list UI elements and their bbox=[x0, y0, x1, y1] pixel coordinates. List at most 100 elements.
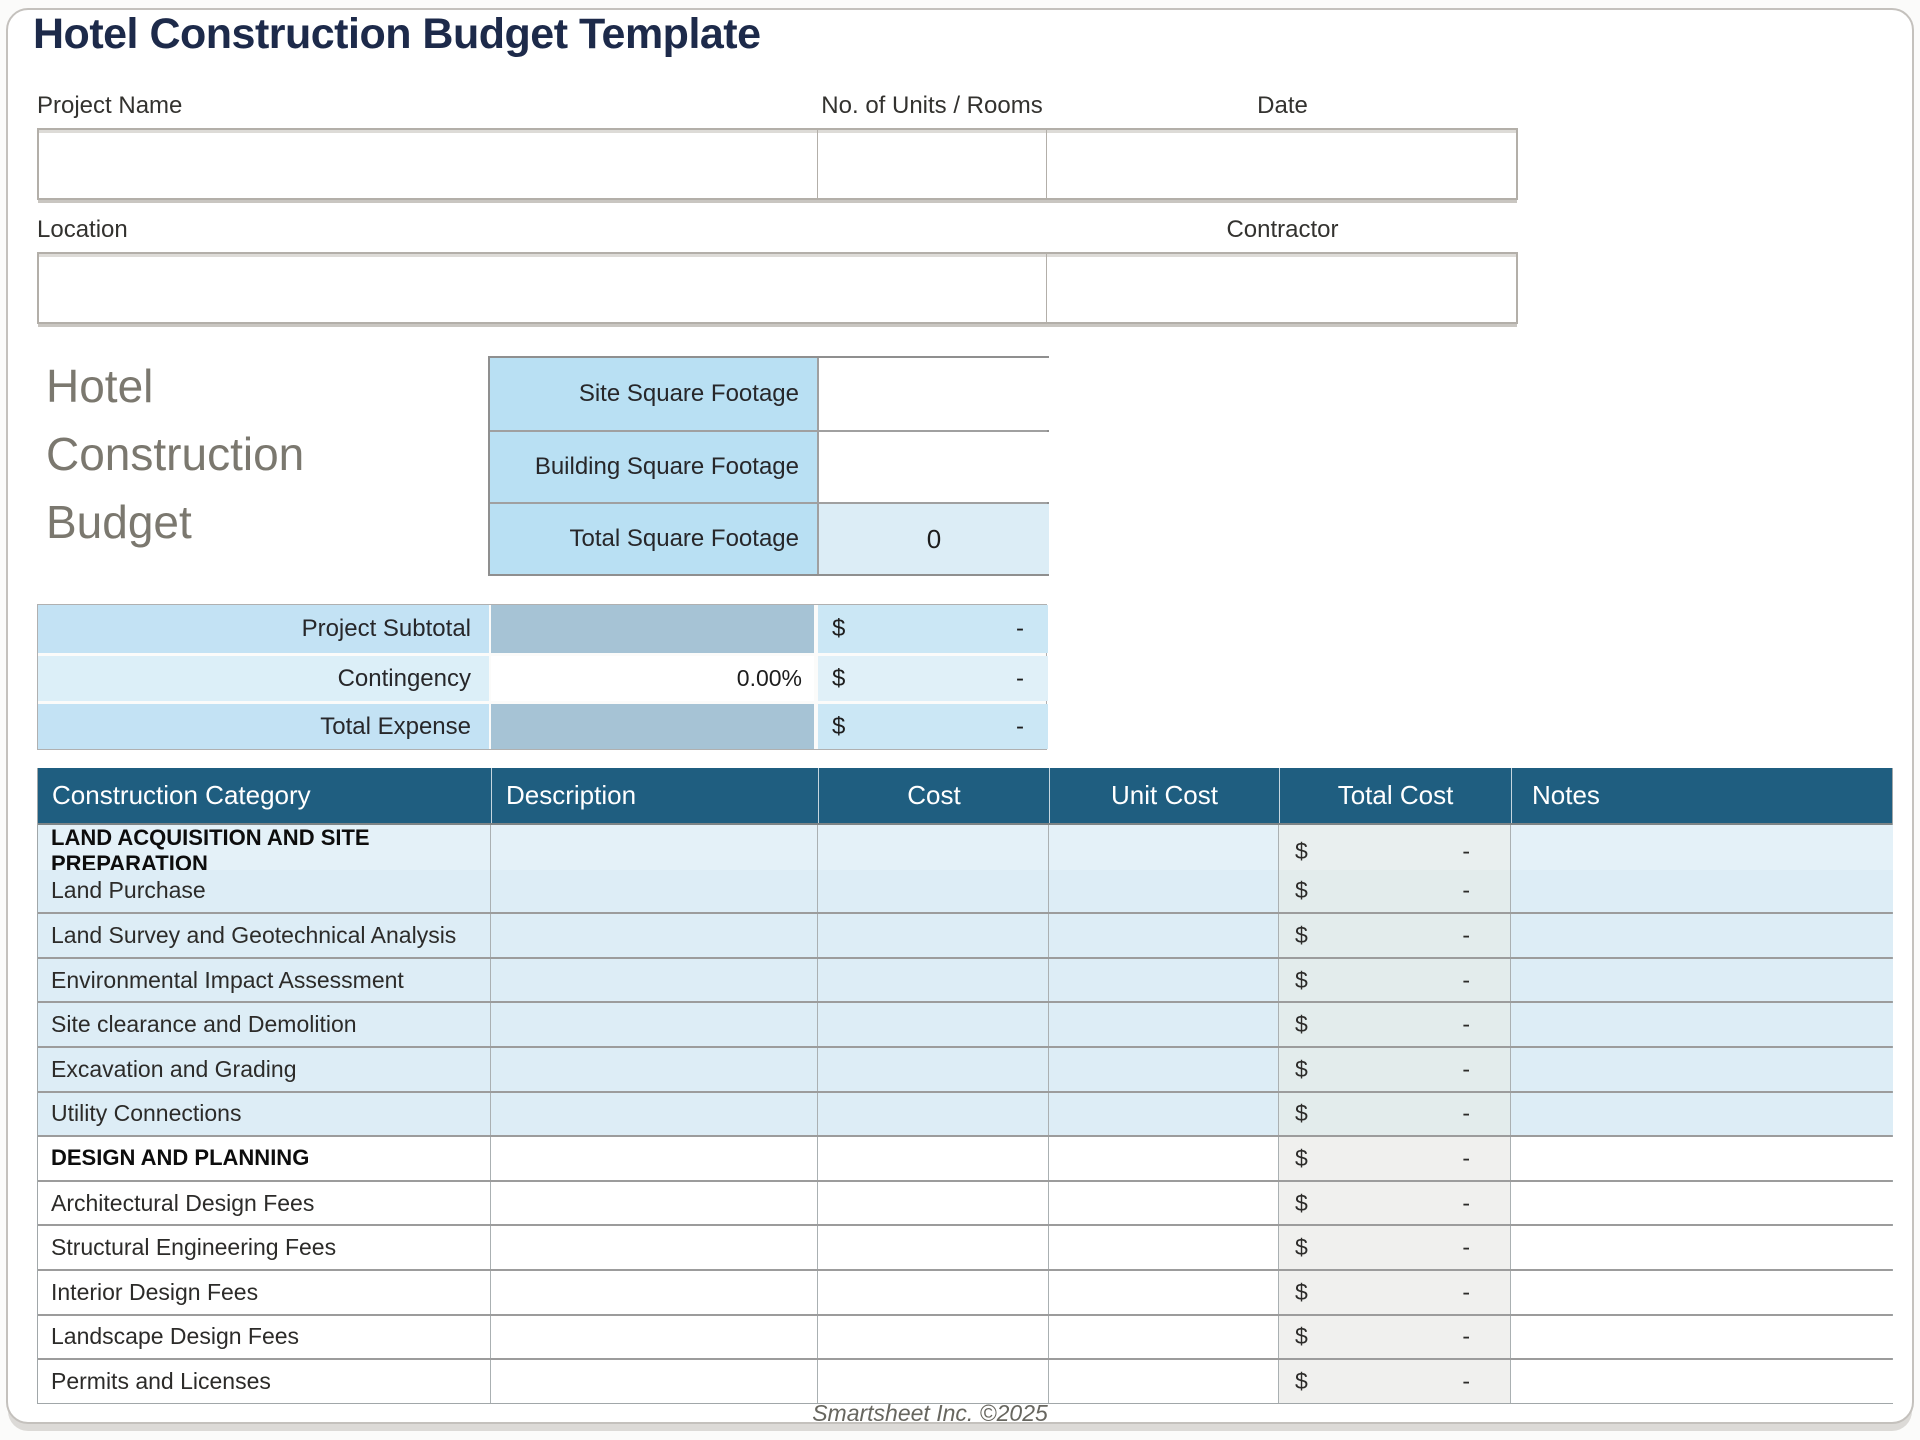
unit-cost-cell[interactable] bbox=[1049, 958, 1279, 1002]
currency-symbol: $ bbox=[1295, 1144, 1308, 1171]
total-cost-cell: $ - bbox=[1279, 1315, 1511, 1359]
category-cell: Excavation and Grading bbox=[38, 1047, 491, 1091]
budget-table-row: Site clearance and Demolition $ - bbox=[38, 1001, 1893, 1046]
description-cell[interactable] bbox=[491, 825, 818, 877]
unit-cost-cell[interactable] bbox=[1049, 1270, 1279, 1314]
footage-value-cell[interactable] bbox=[819, 358, 1049, 430]
unit-cost-cell[interactable] bbox=[1049, 1181, 1279, 1225]
total-value: - bbox=[1462, 1323, 1470, 1350]
category-cell: Structural Engineering Fees bbox=[38, 1226, 491, 1269]
currency-symbol: $ bbox=[1295, 1323, 1308, 1350]
cost-cell[interactable] bbox=[818, 1270, 1049, 1314]
total-cost-cell: $ - bbox=[1279, 1047, 1511, 1091]
cost-cell[interactable] bbox=[818, 1315, 1049, 1359]
cost-cell[interactable] bbox=[818, 958, 1049, 1002]
project-name-input[interactable] bbox=[39, 130, 817, 198]
summary-label-cell: Contingency bbox=[38, 656, 491, 701]
description-cell[interactable] bbox=[491, 1047, 818, 1091]
description-cell[interactable] bbox=[491, 1003, 818, 1046]
summary-row: Contingency 0.00% $ - bbox=[38, 653, 1048, 701]
cost-cell[interactable] bbox=[818, 1092, 1049, 1136]
budget-table-row: Interior Design Fees $ - bbox=[38, 1268, 1893, 1314]
cost-cell[interactable] bbox=[818, 1181, 1049, 1225]
notes-cell[interactable] bbox=[1511, 1137, 1893, 1180]
unit-cost-cell[interactable] bbox=[1049, 1047, 1279, 1091]
description-cell[interactable] bbox=[491, 1360, 818, 1403]
unit-cost-cell[interactable] bbox=[1049, 914, 1279, 957]
form-row-1 bbox=[37, 128, 1518, 200]
date-input[interactable] bbox=[1046, 130, 1516, 198]
summary-mid-cell bbox=[491, 704, 818, 749]
category-cell: Interior Design Fees bbox=[38, 1270, 491, 1314]
footer-credit: Smartsheet Inc. ©2025 bbox=[812, 1400, 1048, 1426]
location-input[interactable] bbox=[39, 254, 1046, 322]
units-input[interactable] bbox=[816, 130, 1046, 198]
form-row-2 bbox=[37, 252, 1518, 324]
cost-cell[interactable] bbox=[818, 1226, 1049, 1269]
description-cell[interactable] bbox=[491, 869, 818, 913]
currency-symbol: $ bbox=[1295, 1234, 1308, 1261]
budget-table-header-row: Construction Category Description Cost Unit… bbox=[38, 768, 1892, 823]
unit-cost-cell[interactable] bbox=[1049, 1092, 1279, 1136]
currency-symbol: $ bbox=[1295, 1011, 1308, 1038]
cost-cell[interactable] bbox=[818, 825, 1049, 877]
footage-value-cell[interactable] bbox=[819, 432, 1049, 502]
notes-cell[interactable] bbox=[1511, 1360, 1893, 1403]
category-cell: Environmental Impact Assessment bbox=[38, 958, 491, 1002]
currency-symbol: $ bbox=[832, 664, 846, 692]
cost-cell[interactable] bbox=[818, 914, 1049, 957]
notes-cell[interactable] bbox=[1511, 825, 1893, 877]
notes-cell[interactable] bbox=[1511, 958, 1893, 1002]
summary-mid-cell[interactable]: 0.00% bbox=[491, 656, 818, 701]
unit-cost-cell[interactable] bbox=[1049, 869, 1279, 913]
contractor-input[interactable] bbox=[1046, 254, 1516, 322]
cost-cell[interactable] bbox=[818, 869, 1049, 913]
notes-cell[interactable] bbox=[1511, 1003, 1893, 1046]
notes-cell[interactable] bbox=[1511, 914, 1893, 957]
description-cell[interactable] bbox=[491, 1092, 818, 1136]
cost-cell[interactable] bbox=[818, 1003, 1049, 1046]
description-cell[interactable] bbox=[491, 958, 818, 1002]
unit-cost-cell[interactable] bbox=[1049, 1360, 1279, 1403]
description-cell[interactable] bbox=[491, 914, 818, 957]
summary-amount-cell: $ - bbox=[818, 605, 1048, 653]
contractor-label: Contractor bbox=[1226, 216, 1339, 243]
total-cost-cell: $ - bbox=[1279, 1360, 1511, 1403]
cost-cell[interactable] bbox=[818, 1047, 1049, 1091]
summary-table: Project Subtotal $ - Contingency 0.00% $… bbox=[37, 604, 1048, 750]
total-value: - bbox=[1462, 1189, 1470, 1216]
total-value: - bbox=[1462, 1144, 1470, 1171]
currency-symbol: $ bbox=[832, 712, 846, 740]
amount-value: - bbox=[1016, 712, 1024, 740]
currency-symbol: $ bbox=[1295, 1100, 1308, 1127]
unit-cost-cell[interactable] bbox=[1049, 1226, 1279, 1269]
category-cell: Architectural Design Fees bbox=[38, 1181, 491, 1225]
total-cost-cell: $ - bbox=[1279, 914, 1511, 957]
unit-cost-cell[interactable] bbox=[1049, 825, 1279, 877]
currency-symbol: $ bbox=[1295, 921, 1308, 948]
notes-cell[interactable] bbox=[1511, 1092, 1893, 1136]
budget-table-row: LAND ACQUISITION AND SITE PREPARATION $ … bbox=[38, 823, 1893, 877]
unit-cost-cell[interactable] bbox=[1049, 1137, 1279, 1180]
notes-cell[interactable] bbox=[1511, 1226, 1893, 1269]
unit-cost-cell[interactable] bbox=[1049, 1003, 1279, 1046]
units-label: No. of Units / Rooms bbox=[821, 92, 1043, 119]
cost-cell[interactable] bbox=[818, 1360, 1049, 1403]
notes-cell[interactable] bbox=[1511, 1181, 1893, 1225]
description-cell[interactable] bbox=[491, 1226, 818, 1269]
footage-row: Total Square Footage 0 bbox=[490, 502, 1049, 574]
notes-cell[interactable] bbox=[1511, 869, 1893, 913]
cost-cell[interactable] bbox=[818, 1137, 1049, 1180]
description-cell[interactable] bbox=[491, 1315, 818, 1359]
description-cell[interactable] bbox=[491, 1181, 818, 1225]
location-label: Location bbox=[37, 216, 128, 243]
notes-cell[interactable] bbox=[1511, 1047, 1893, 1091]
description-cell[interactable] bbox=[491, 1137, 818, 1180]
budget-table-body: LAND ACQUISITION AND SITE PREPARATION $ … bbox=[38, 823, 1893, 1403]
total-value: - bbox=[1462, 1367, 1470, 1394]
unit-cost-cell[interactable] bbox=[1049, 1315, 1279, 1359]
notes-cell[interactable] bbox=[1511, 1270, 1893, 1314]
description-cell[interactable] bbox=[491, 1270, 818, 1314]
notes-cell[interactable] bbox=[1511, 1315, 1893, 1359]
